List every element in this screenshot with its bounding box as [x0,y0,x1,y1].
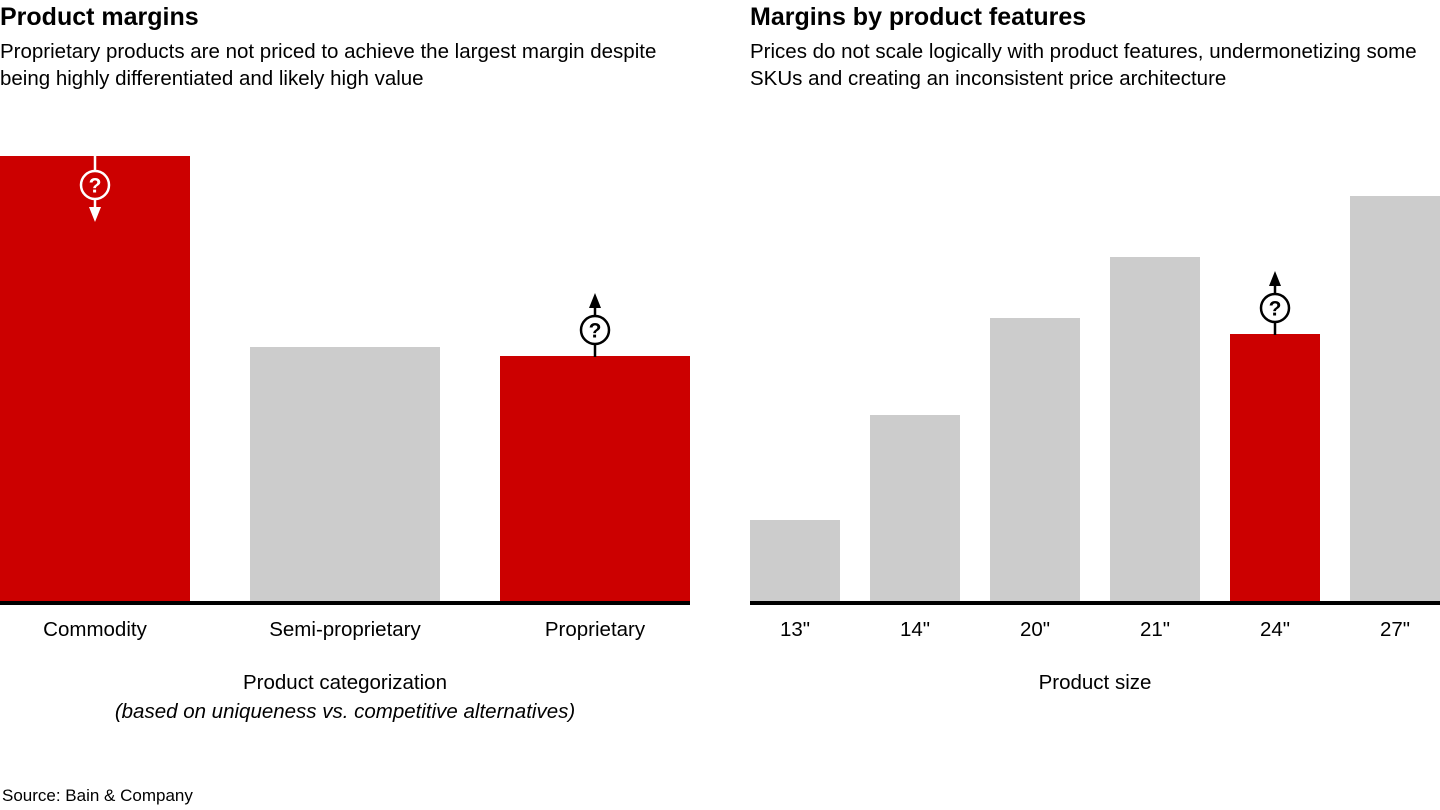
x-axis-line [750,601,1440,605]
category-label-semi-proprietary: Semi-proprietary [269,618,421,641]
question-arrow-up-icon: ? [1259,270,1291,335]
svg-text:?: ? [589,320,602,343]
bar-14 [870,414,960,601]
category-label-commodity: Commodity [43,618,147,641]
bar-20 [990,317,1080,601]
bar-proprietary: ? [500,293,690,601]
question-arrow-up-icon: ? [579,293,611,358]
bar-21 [1110,256,1200,601]
question-arrow-down-icon: ? [79,155,111,222]
bar-commodity: ? [0,155,190,601]
chart-subtitle: Proprietary products are not priced to a… [0,40,657,90]
category-label-21: 21" [1139,618,1171,641]
category-label-24: 24" [1259,618,1291,641]
x-axis-title: Product categorization [243,671,447,694]
chart-subtitle: Prices do not scale logically with produ… [750,40,1417,90]
bar-27 [1350,196,1440,601]
chart-title: Product margins [0,3,199,31]
chart-product-margins: Product margins Proprietary products are… [0,0,690,810]
category-label-proprietary: Proprietary [544,618,646,641]
bar-24: ? [1230,270,1320,601]
bar-semi-proprietary [250,347,440,601]
source-note: Source: Bain & Company [2,786,193,805]
category-labels: 13" 14" 20" 21" 24" 27" [750,617,1440,643]
x-axis-subtitle: (based on uniqueness vs. competitive alt… [114,700,576,723]
x-axis-title: Product size [1038,671,1152,694]
plot-area: ? [750,196,1440,601]
svg-text:?: ? [1269,297,1282,320]
category-label-13: 13" [779,618,811,641]
category-label-27: 27" [1379,618,1411,641]
category-labels: Commodity Semi-proprietary Proprietary [0,617,690,643]
svg-text:?: ? [89,175,102,198]
category-label-20: 20" [1019,618,1051,641]
category-label-14: 14" [899,618,931,641]
chart-margins-by-product-features: Margins by product features Prices do no… [750,0,1440,810]
chart-title: Margins by product features [750,3,1087,31]
x-axis-line [0,601,690,605]
plot-area: ?? [0,155,690,601]
bar-13 [750,520,840,601]
